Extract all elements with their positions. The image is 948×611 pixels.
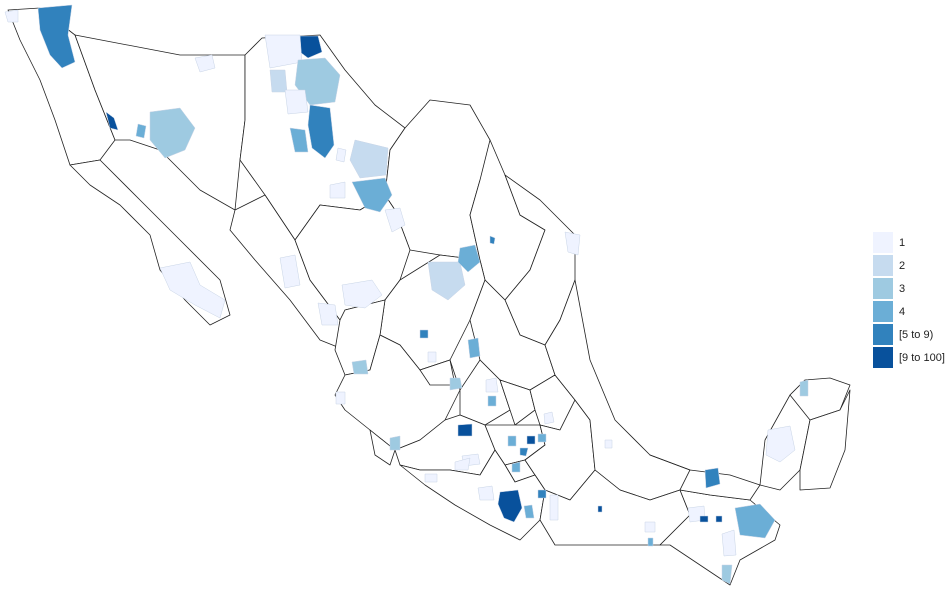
legend-label: [5 to 9)	[899, 328, 934, 341]
muni-delicias	[335, 147, 347, 163]
state-colima	[369, 429, 396, 466]
muni-guanajuato-2	[487, 395, 497, 407]
muni-nuevo-casas	[269, 69, 288, 93]
muni-oaxaca-1	[597, 505, 603, 513]
legend-item: 3	[872, 277, 945, 300]
muni-slp	[467, 337, 481, 359]
muni-tamps-coast	[564, 231, 581, 256]
legend-label: [9 to 100]	[899, 351, 945, 364]
state-quintana-roo	[799, 389, 851, 491]
legend-item: 1	[872, 231, 945, 254]
legend-label: 1	[899, 236, 906, 249]
muni-torreon-area	[351, 177, 393, 213]
legend-label: 2	[899, 259, 906, 272]
legend-swatch	[872, 346, 894, 369]
muni-veracruz-coast	[604, 439, 613, 449]
muni-nl-small	[489, 235, 496, 245]
muni-tapachula	[721, 564, 733, 585]
muni-monterrey	[457, 244, 481, 273]
muni-campeche	[765, 425, 796, 463]
muni-guerrero-3	[537, 489, 547, 499]
muni-cdmx-2	[519, 447, 529, 457]
muni-coahuila-s	[384, 207, 406, 233]
muni-ahumada	[294, 57, 341, 106]
muni-cuauhtemoc	[289, 127, 309, 153]
muni-puerto-vallarta	[335, 391, 346, 405]
muni-oaxaca-coast	[644, 521, 656, 533]
legend-swatch	[872, 323, 894, 346]
muni-villahermosa	[704, 467, 721, 489]
municipality-fills	[4, 4, 809, 585]
muni-guerrero-4	[477, 485, 495, 501]
legend-item: [9 to 100]	[872, 346, 945, 369]
muni-zac-2	[427, 351, 437, 363]
legend-item: 4	[872, 300, 945, 323]
muni-chiapas-3	[734, 503, 776, 539]
legend-swatch	[872, 231, 894, 254]
muni-guerrero-5	[454, 457, 471, 471]
muni-tepic	[351, 359, 369, 375]
state-boundaries	[7, 7, 851, 586]
muni-hermosillo	[149, 107, 196, 159]
legend-item: 2	[872, 254, 945, 277]
muni-culiacan	[279, 254, 301, 289]
muni-guadalajara	[457, 423, 473, 437]
muni-sonora-small	[194, 54, 216, 73]
legend-label: 3	[899, 282, 906, 295]
muni-oaxaca-3	[647, 537, 654, 547]
muni-tijuana-area	[4, 9, 19, 23]
muni-chihuahua-north	[264, 34, 303, 69]
muni-chiapas-1	[699, 515, 709, 523]
state-tabasco	[649, 454, 761, 501]
muni-mexicali	[37, 4, 76, 69]
legend-label: 4	[899, 305, 906, 318]
muni-chihuahua-city	[307, 104, 335, 159]
muni-merida	[799, 379, 809, 397]
legend-swatch	[872, 277, 894, 300]
muni-durango-city	[341, 279, 383, 309]
muni-puebla	[537, 433, 547, 443]
muni-colima	[389, 435, 401, 451]
muni-zacatecas	[419, 329, 429, 339]
muni-guerrero-2	[523, 504, 535, 519]
muni-pachuca	[543, 411, 555, 425]
muni-guaymas-2	[135, 123, 147, 139]
muni-parral	[329, 181, 346, 199]
legend-swatch	[872, 300, 894, 323]
legend-swatch	[872, 254, 894, 277]
muni-chih-mid	[284, 89, 309, 115]
muni-guaymas-1	[105, 111, 119, 131]
muni-la-paz	[159, 261, 226, 319]
muni-jimenez	[349, 139, 389, 179]
muni-mazatlan	[317, 302, 339, 326]
muni-leon	[485, 377, 499, 393]
muni-michoacan-coast	[424, 473, 438, 483]
muni-toluca	[511, 461, 521, 473]
muni-saltillo	[427, 261, 466, 301]
state-queretaro	[499, 379, 536, 426]
muni-chiapas-2	[715, 515, 723, 523]
muni-chiapas-4	[721, 529, 737, 557]
muni-queretaro	[507, 435, 517, 447]
muni-aguascalientes	[449, 377, 463, 391]
map-legend: 1 2 3 4 [5 to 9) [9 to 100]	[872, 231, 945, 369]
muni-cdmx-1	[526, 435, 536, 445]
muni-oaxaca-2	[549, 494, 559, 521]
legend-item: [5 to 9)	[872, 323, 945, 346]
muni-guerrero-big	[497, 489, 523, 523]
